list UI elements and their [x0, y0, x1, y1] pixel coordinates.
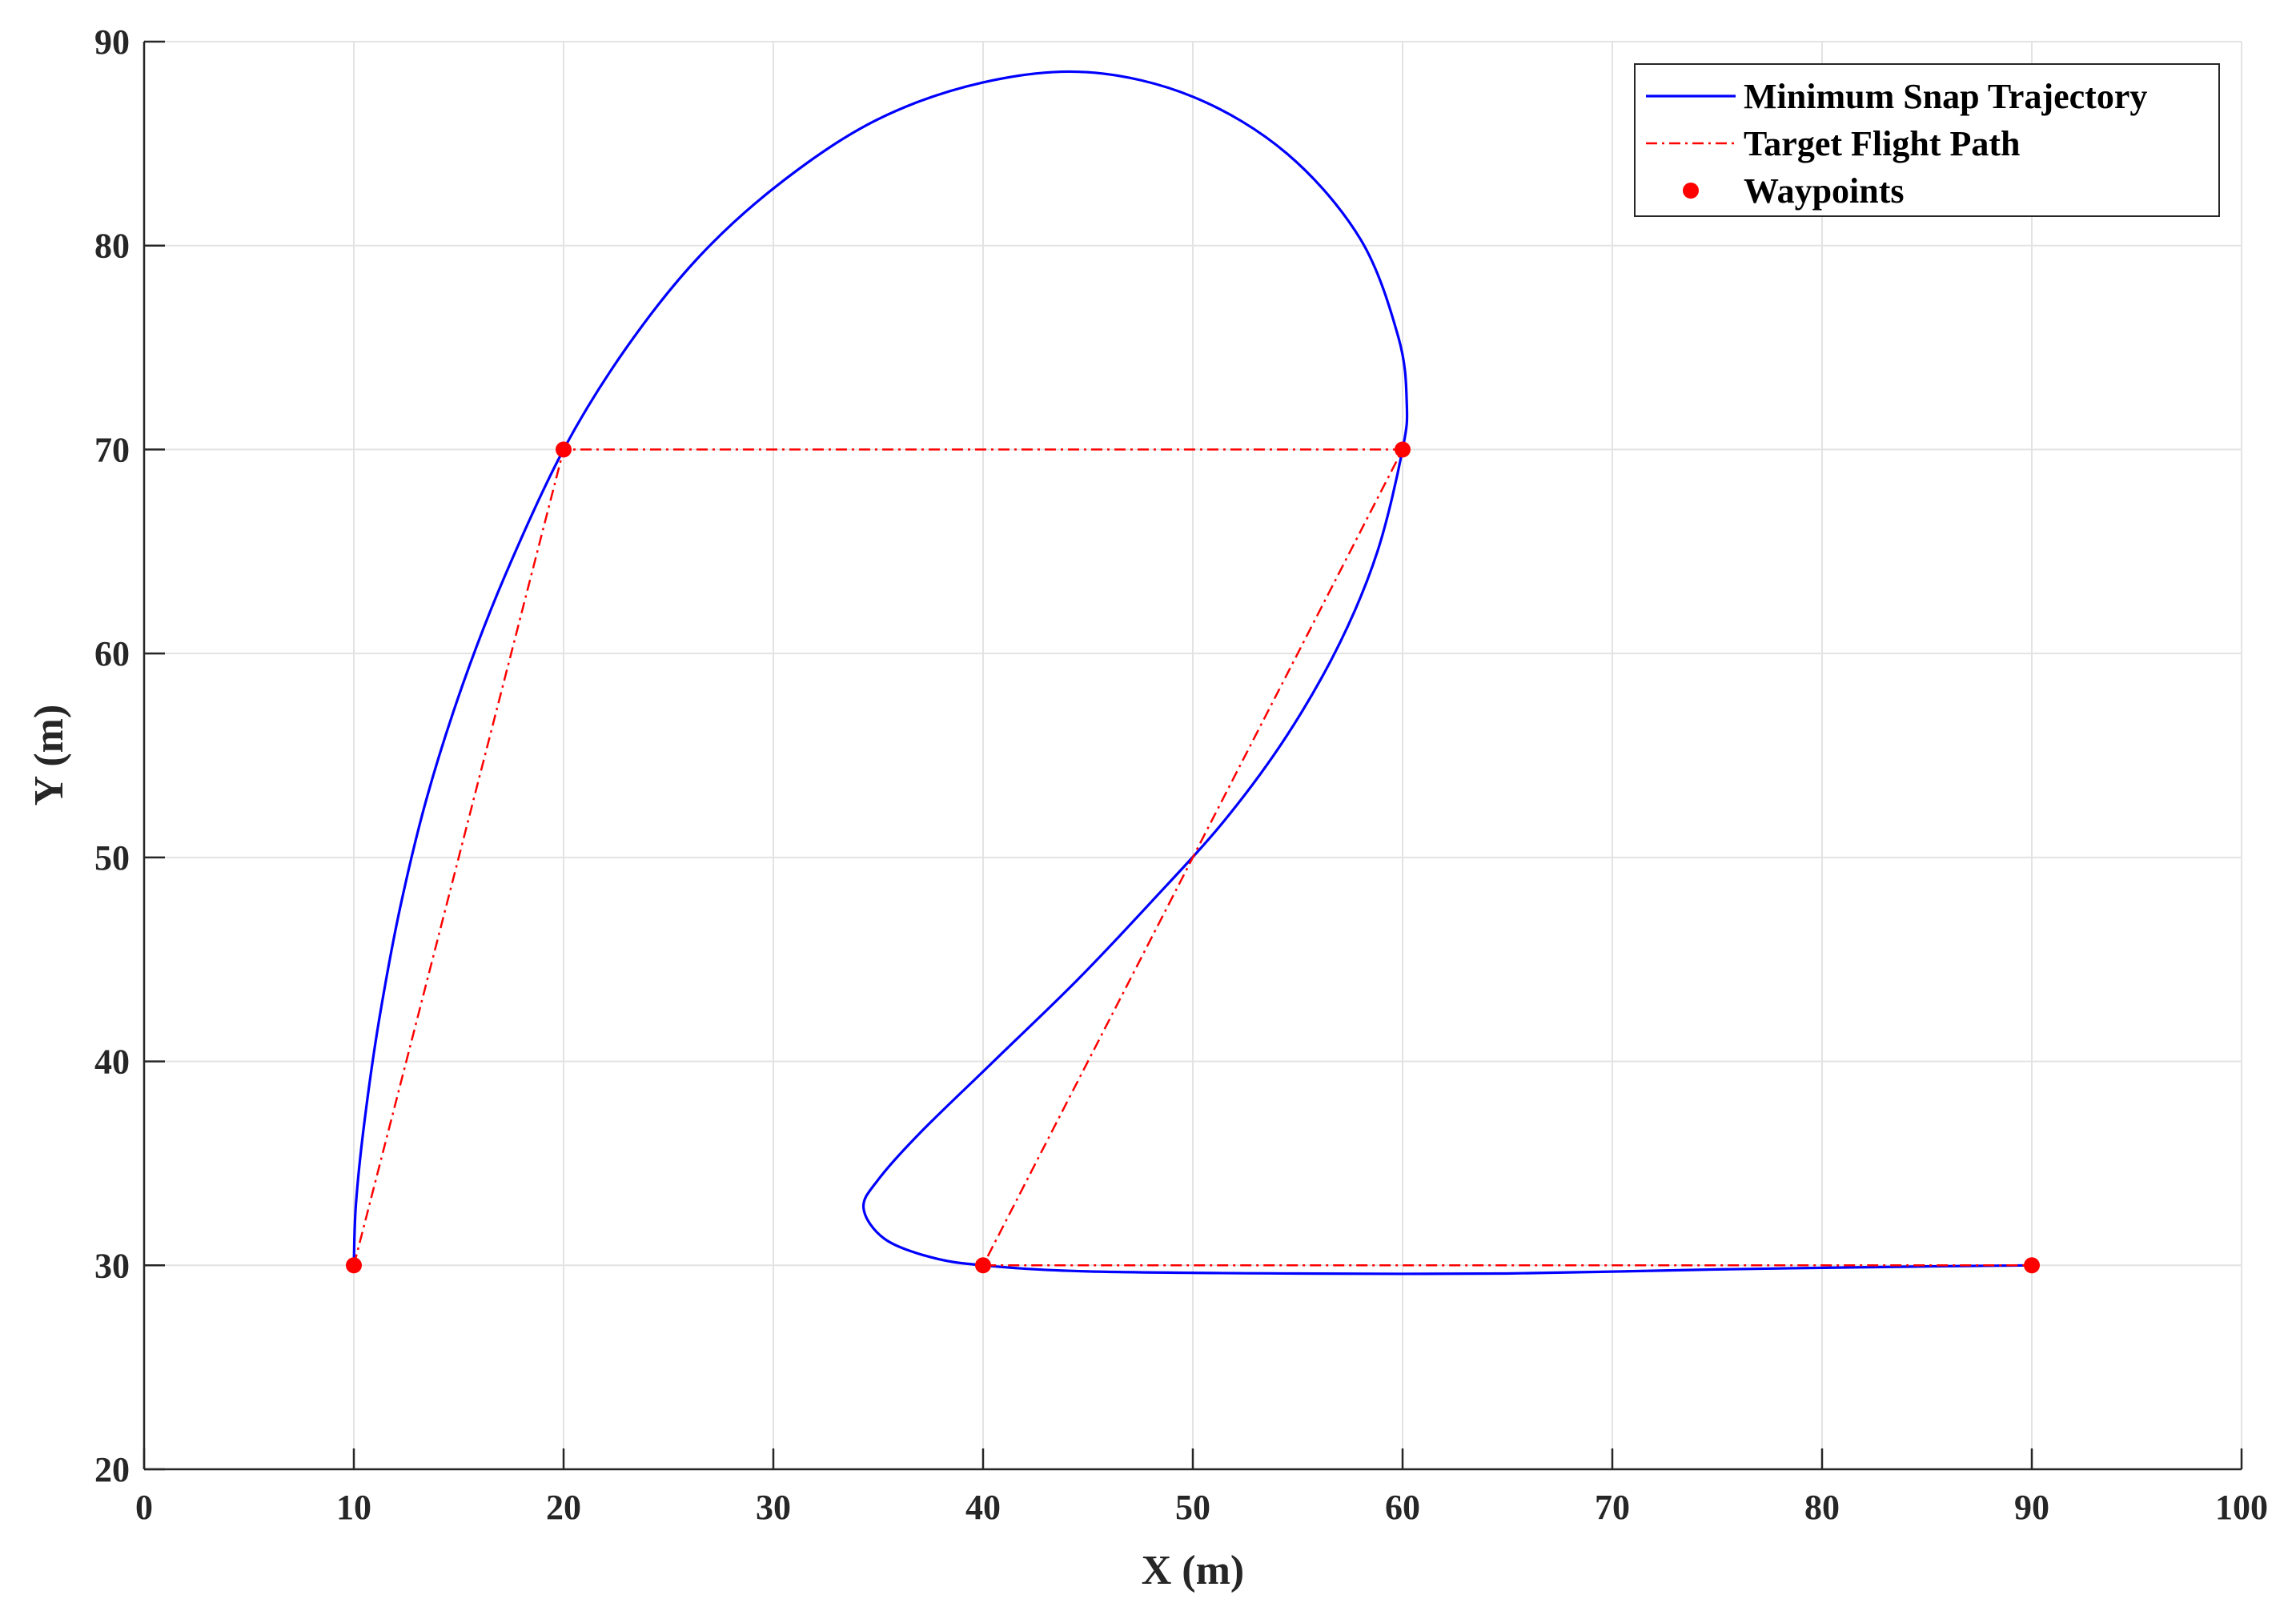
- y-tick-label-2: 40: [94, 1043, 130, 1082]
- y-tick-label-1: 30: [94, 1246, 130, 1285]
- legend-entry-1: Target Flight Path: [1744, 124, 2020, 163]
- y-tick-label-7: 90: [94, 22, 130, 62]
- x-tick-label-4: 40: [965, 1488, 1001, 1527]
- series-minimum-snap-trajectory: [352, 70, 2033, 1276]
- legend-box: [1634, 63, 2220, 217]
- y-tick-label-0: 20: [94, 1450, 130, 1489]
- legend-entry-0: Minimum Snap Trajectory: [1744, 77, 2147, 116]
- series-layer: [346, 70, 2040, 1276]
- y-tick-label-4: 60: [94, 634, 130, 673]
- x-tick-label-0: 0: [135, 1488, 153, 1527]
- waypoint-marker-0: [346, 1257, 362, 1274]
- y-tick-label-3: 50: [94, 838, 130, 878]
- waypoint-marker-3: [975, 1257, 991, 1274]
- y-tick-label-5: 70: [94, 430, 130, 469]
- x-tick-label-9: 90: [2014, 1488, 2049, 1527]
- legend: Minimum Snap Trajectory Target Flight Pat…: [1634, 63, 2220, 217]
- x-tick-label-6: 60: [1385, 1488, 1420, 1527]
- x-tick-label-10: 100: [2215, 1488, 2268, 1527]
- x-tick-label-1: 10: [336, 1488, 371, 1527]
- x-tick-label-7: 70: [1595, 1488, 1630, 1527]
- x-tick-label-8: 80: [1804, 1488, 1840, 1527]
- legend-entry-2: Waypoints: [1744, 171, 1905, 211]
- waypoint-marker-1: [556, 441, 572, 458]
- x-tick-label-2: 20: [546, 1488, 581, 1527]
- waypoint-marker-4: [2024, 1257, 2040, 1274]
- x-tick-label-3: 30: [756, 1488, 791, 1527]
- waypoint-marker-2: [1395, 441, 1411, 458]
- x-tick-label-5: 50: [1175, 1488, 1210, 1527]
- tick-labels: 0 10 20 30 40 50 60 70 80 90 100 20 30 40 50 60 70 80 90: [94, 22, 2268, 1527]
- legend-swatch-waypoints: [1683, 183, 1699, 199]
- y-axis-label: Y (m): [26, 705, 72, 806]
- y-tick-label-6: 80: [94, 227, 130, 266]
- x-axis-label: X (m): [1142, 1548, 1245, 1593]
- axes: [142, 40, 2243, 1471]
